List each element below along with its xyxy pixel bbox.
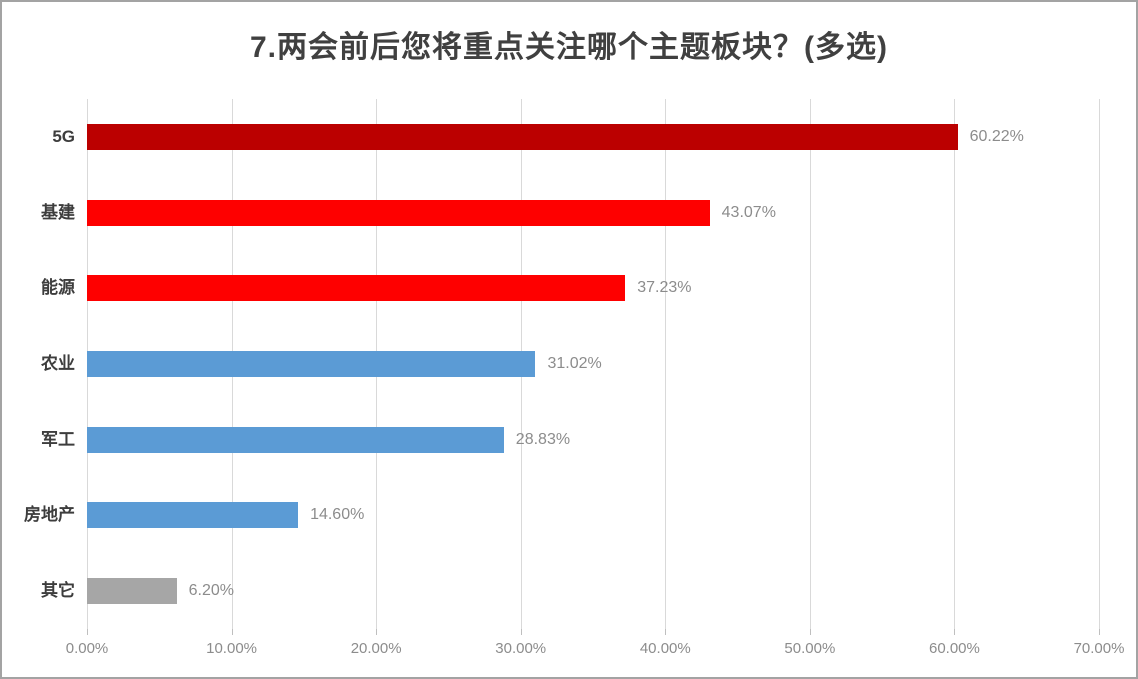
- category-label: 军工: [41, 429, 75, 449]
- x-axis-tick-label: 50.00%: [784, 640, 836, 657]
- value-label: 43.07%: [721, 203, 776, 221]
- value-label: 37.23%: [637, 279, 692, 297]
- axis-tick: [1099, 629, 1100, 635]
- axis-tick: [87, 629, 88, 635]
- axis-tick: [809, 629, 811, 635]
- x-axis-tick-label: 30.00%: [495, 640, 547, 657]
- value-label: 28.83%: [515, 430, 571, 448]
- axis-tick: [665, 629, 667, 635]
- axis-tick: [376, 629, 378, 635]
- category-label: 其它: [41, 581, 75, 601]
- x-axis-tick-label: 40.00%: [639, 640, 691, 657]
- category-label: 房地产: [24, 505, 75, 525]
- gridline: [1099, 99, 1100, 629]
- gridline: [665, 99, 667, 629]
- axis-tick: [231, 629, 233, 635]
- category-label: 能源: [41, 278, 75, 298]
- chart-title: 7.两会前后您将重点关注哪个主题板块？(多选): [250, 31, 888, 64]
- x-axis-tick-label: 60.00%: [928, 640, 980, 657]
- axis-tick: [954, 629, 956, 635]
- bar-其它: [87, 578, 177, 605]
- category-label: 基建: [41, 202, 75, 222]
- value-label: 31.02%: [547, 355, 602, 372]
- bar-基建: [87, 199, 710, 226]
- gridline: [809, 99, 811, 629]
- bar-农业: [87, 351, 536, 377]
- category-label: 农业: [41, 354, 75, 373]
- bar-房地产: [87, 502, 299, 529]
- bar-军工: [87, 426, 504, 453]
- gridline: [954, 99, 956, 629]
- x-axis-tick-label: 0.00%: [65, 640, 109, 657]
- x-axis-tick-label: 20.00%: [350, 640, 402, 657]
- category-label: 5G: [52, 126, 75, 146]
- value-label: 6.20%: [188, 582, 234, 600]
- bar-能源: [87, 275, 626, 302]
- bar-5G: [87, 123, 958, 150]
- value-label: 60.22%: [969, 127, 1024, 145]
- x-axis-tick-label: 10.00%: [206, 640, 257, 657]
- axis-tick: [520, 629, 522, 635]
- x-axis-tick-label: 70.00%: [1073, 640, 1125, 657]
- value-label: 14.60%: [310, 506, 365, 524]
